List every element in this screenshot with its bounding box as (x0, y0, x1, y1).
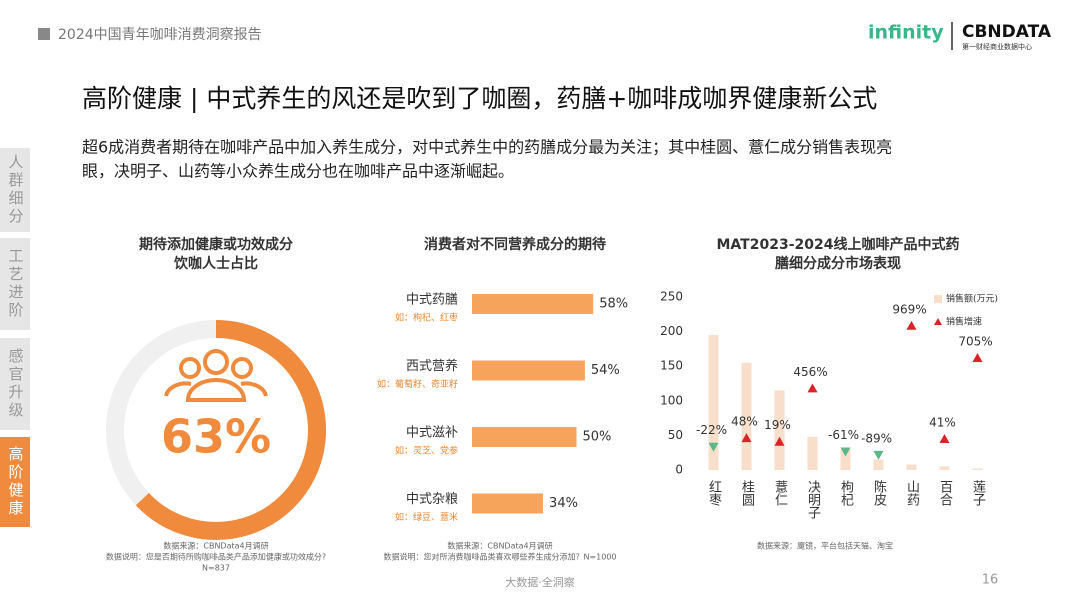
sidebar-label: 感官升级 (7, 348, 25, 420)
chart-title: 消费者对不同营养成分的期待 (424, 236, 606, 253)
chart-title: 膳细分成分市场表现 (775, 255, 901, 272)
value-label: 54% (591, 363, 620, 378)
growth-marker (741, 433, 752, 443)
note: 数据说明：您对所消费咖啡品类喜欢哪些养生成分添加？N=1000 (383, 552, 616, 562)
sidebar-label: 人群细分 (7, 154, 25, 226)
page-number: 16 (982, 573, 999, 588)
bar (939, 466, 950, 470)
example-label: 如：葡萄籽、奇亚籽 (377, 378, 458, 390)
growth-marker (807, 383, 818, 393)
growth-label: 705% (958, 335, 992, 349)
icon-head (231, 357, 253, 379)
icon-head (203, 349, 229, 375)
category-label: 中式杂粮 (406, 492, 458, 507)
value-label: 50% (583, 430, 612, 445)
category-label: 红枣 (706, 479, 722, 506)
note: 数据说明：您是否期待所购咖啡品类产品添加健康或功效成分? (106, 552, 326, 562)
subtitle-line: 眼，决明子、山药等小众养生成分也在咖啡产品中逐渐崛起。 (82, 162, 514, 181)
header-marker (38, 28, 50, 40)
logo-infinity: infinity (868, 22, 944, 44)
icon-body (164, 378, 268, 402)
bar (472, 493, 544, 514)
example-label: 如：绿豆、薏米 (395, 511, 458, 523)
donut-arc (135, 320, 326, 540)
sidebar-label: 高阶健康 (7, 446, 25, 518)
source: 数据来源：CBNData4月调研 (447, 541, 552, 551)
growth-marker (708, 442, 719, 452)
growth-label: 456% (793, 365, 827, 379)
category-label: 陈皮 (871, 479, 887, 506)
growth-label: 41% (929, 416, 956, 430)
legend-label: 销售增速 (946, 316, 982, 328)
sidebar-tab (0, 338, 30, 430)
category-label: 中式滋补 (406, 426, 458, 441)
logo-sub: 第一财经商业数据中心 (962, 42, 1032, 51)
growth-label: 48% (731, 415, 758, 429)
example-label: 如：枸杞、红枣 (395, 312, 458, 324)
source: 数据来源：魔镜，平台包括天猫、淘宝 (757, 541, 893, 551)
category-label: 百合 (937, 480, 953, 506)
sidebar-tab (0, 437, 30, 527)
category-label: 桂圆 (739, 480, 755, 506)
chart-title: 饮咖人士占比 (173, 255, 258, 272)
y-tick-label: 200 (660, 324, 683, 338)
growth-label: -89% (861, 431, 892, 445)
growth-marker (972, 353, 983, 363)
category-label: 薏仁 (772, 480, 788, 506)
bar (840, 449, 851, 470)
category-label: 西式营养 (406, 358, 458, 374)
sidebar-tab (0, 238, 30, 330)
category-label: 莲子 (970, 480, 986, 506)
legend-label: 销售额(万元) (946, 293, 998, 305)
bar (741, 362, 752, 470)
example-label: 如：灵芝、党参 (395, 445, 458, 457)
chart-title: 期待添加健康或功效成分 (139, 236, 293, 253)
bar (972, 468, 983, 470)
category-label: 决明子 (805, 480, 821, 519)
bar (774, 390, 785, 470)
y-tick-label: 0 (675, 463, 683, 477)
report-name: 2024中国青年咖啡消费洞察报告 (58, 26, 262, 43)
growth-marker (873, 450, 884, 460)
donut-value: 63% (161, 410, 271, 464)
growth-label: -61% (828, 428, 859, 442)
source: 数据来源：CBNData4月调研 (163, 541, 268, 551)
footer-text: 大数据·全洞察 (505, 575, 575, 589)
bar (873, 459, 884, 470)
value-label: 34% (549, 496, 578, 511)
growth-marker (906, 320, 917, 330)
value-label: 58% (599, 297, 628, 312)
y-tick-label: 100 (660, 393, 683, 407)
category-label: 枸杞 (838, 480, 854, 507)
growth-label: 19% (764, 418, 791, 432)
chart-title: MAT2023-2024线上咖啡产品中式药 (717, 236, 960, 253)
bar (708, 335, 719, 470)
y-tick-label: 150 (660, 359, 683, 373)
icon-head (179, 357, 201, 379)
bar (906, 464, 917, 470)
sidebar-label: 工艺进阶 (7, 248, 25, 320)
sidebar-tab (0, 148, 30, 232)
category-label: 山药 (904, 480, 920, 506)
bar (472, 427, 577, 447)
note: N=837 (202, 564, 230, 573)
legend-swatch (934, 318, 942, 325)
subtitle-line: 超6成消费者期待在咖啡产品中加入养生成分，对中式养生中的药膳成分最为关注；其中桂… (82, 138, 892, 157)
bar (807, 436, 818, 470)
bar (472, 360, 585, 381)
slide-title: 高阶健康 | 中式养生的风还是吹到了咖圈，药膳+咖啡成咖界健康新公式 (82, 84, 877, 113)
category-label: 中式药膳 (406, 292, 458, 308)
growth-marker (774, 436, 785, 446)
growth-marker (840, 447, 851, 457)
y-tick-label: 50 (668, 428, 683, 442)
growth-label: 969% (892, 302, 926, 316)
legend-swatch (934, 295, 942, 303)
bar (472, 294, 594, 314)
growth-label: -22% (696, 423, 727, 437)
y-tick-label: 250 (660, 290, 683, 304)
growth-marker (939, 434, 950, 444)
logo-cbndata: CBNDATA (962, 22, 1052, 42)
